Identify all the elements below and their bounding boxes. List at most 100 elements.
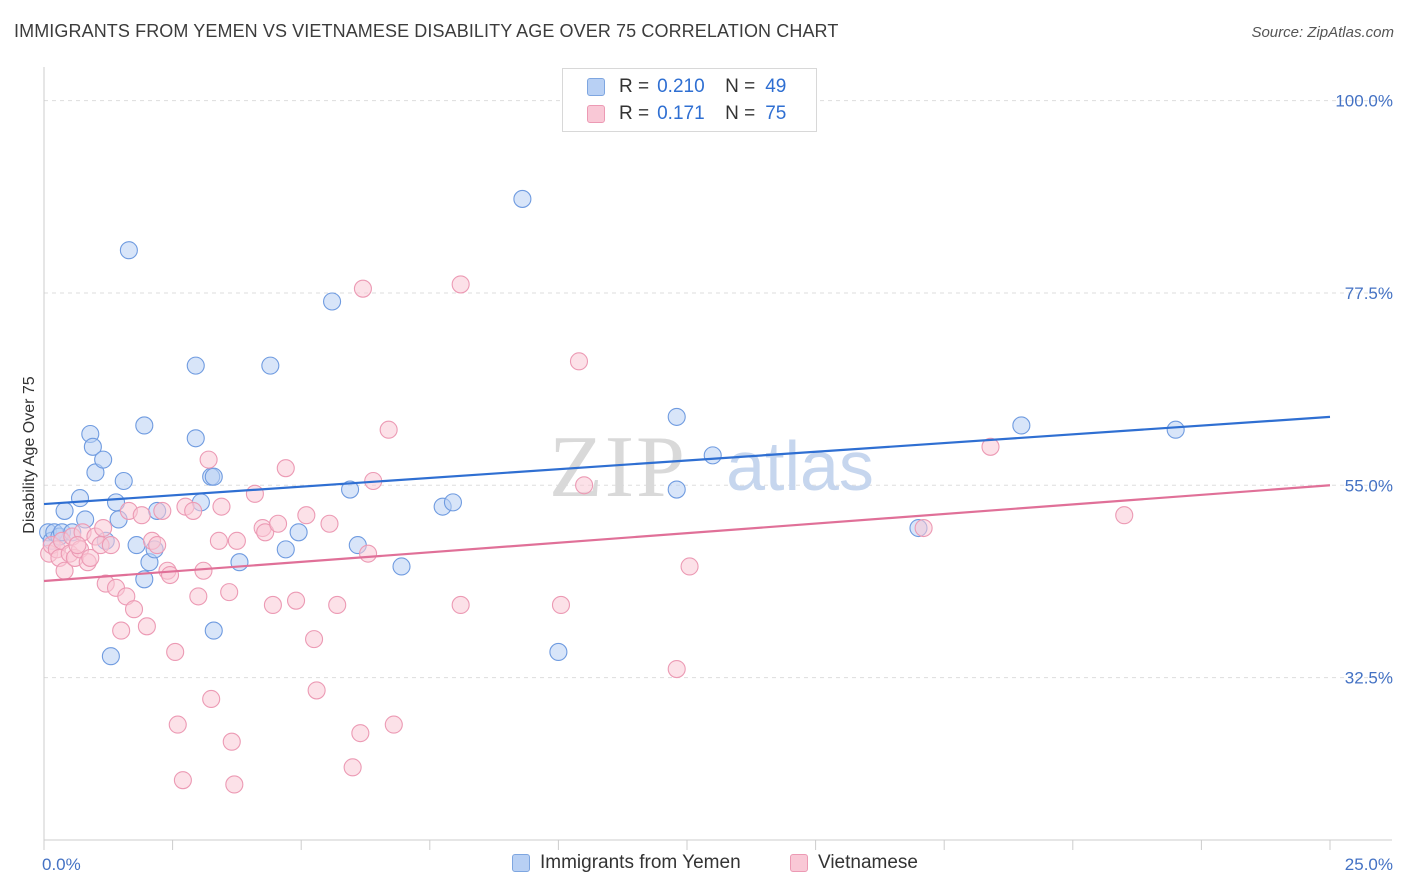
data-point-vietnamese [287,591,306,610]
data-point-vietnamese [212,497,231,516]
data-point-vietnamese [680,557,699,576]
data-point-vietnamese [351,724,370,743]
data-point-vietnamese [194,561,213,580]
source-credit: Source: ZipAtlas.com [1251,24,1394,41]
series-legend: Immigrants from Yemen Vietnamese [0,852,1406,876]
data-point-vietnamese [551,595,571,614]
correlation-legend: R = 0.210 N = 49 R = 0.171 N = 75 [562,68,817,132]
data-point-vietnamese [1115,506,1134,525]
data-point-vietnamese [359,544,378,563]
y-tick-label: 77.5% [1345,284,1393,303]
data-point-vietnamese [184,501,203,520]
y-tick-label: 100.0% [1335,92,1393,111]
data-point-vietnamese [148,536,167,555]
data-point-vietnamese [112,621,131,640]
grid-layer [44,100,1392,679]
data-point-yemen [127,536,146,555]
axes-layer [43,67,1392,850]
legend-label-vietnamese: Vietnamese [818,852,918,873]
data-point-yemen [513,189,532,208]
legend-row-vietnamese: R = 0.171 N = 75 [587,101,786,127]
data-point-vietnamese [245,484,264,503]
data-point-vietnamese [343,758,362,777]
data-point-yemen [101,647,120,666]
data-point-yemen [323,292,342,311]
r-value: 0.210 [657,76,705,97]
data-point-yemen [204,621,223,640]
data-point-vietnamese [222,732,241,751]
data-point-yemen [119,241,138,260]
data-point-vietnamese [189,587,208,606]
y-tick-label: 55.0% [1345,476,1393,495]
data-point-yemen [703,446,722,465]
data-point-vietnamese [160,565,180,585]
data-point-yemen [667,480,686,499]
data-point-yemen [261,356,280,375]
data-point-vietnamese [269,514,288,533]
x-tick-label: 25.0% [1345,855,1393,874]
data-point-yemen [83,437,102,456]
data-point-vietnamese [137,617,156,636]
data-point-vietnamese [209,531,228,550]
trend-layer [43,415,1331,583]
data-point-yemen [135,416,154,435]
pink-swatch-icon [587,105,605,123]
data-point-yemen [186,429,205,448]
data-point-yemen [186,356,205,375]
data-point-vietnamese [451,275,470,294]
r-value: 0.171 [657,103,705,124]
data-point-vietnamese [305,630,324,649]
data-point-yemen [55,501,74,520]
chart-title: IMMIGRANTS FROM YEMEN VS VIETNAMESE DISA… [14,21,839,41]
data-point-yemen [341,480,360,499]
legend-item-vietnamese[interactable]: Vietnamese [790,852,918,874]
data-point-vietnamese [575,476,594,495]
blue-swatch-icon [587,78,605,96]
data-point-yemen [1012,416,1031,435]
data-point-vietnamese [276,459,295,478]
data-point-vietnamese [353,279,372,298]
data-point-vietnamese [199,450,218,469]
n-label: N = [725,103,756,124]
data-point-vietnamese [168,715,187,734]
data-point-vietnamese [225,775,244,794]
data-point-vietnamese [220,583,239,602]
data-point-yemen [204,467,223,486]
data-point-vietnamese [68,536,87,555]
r-label: R = [619,76,650,97]
n-value: 49 [765,76,787,97]
data-point-vietnamese [101,536,120,555]
pink-swatch-icon [790,854,808,872]
legend-item-yemen[interactable]: Immigrants from Yemen [512,852,741,874]
data-point-vietnamese [328,595,347,614]
data-point-yemen [94,450,113,469]
data-point-vietnamese [94,518,113,538]
data-point-yemen [392,557,411,576]
data-point-vietnamese [320,514,339,533]
trend-line-vietnamese [43,484,1331,583]
data-point-vietnamese [379,420,398,439]
data-point-vietnamese [166,642,185,662]
n-value: 75 [765,103,787,124]
data-point-vietnamese [263,595,282,614]
x-tick-label: 0.0% [42,855,81,874]
labels-layer: 100.0% 77.5% 55.0% 32.5% 0.0% 25.0% Disability… [21,92,1393,874]
data-point-yemen [667,407,686,426]
watermark: ZIP atlas [549,419,874,516]
data-point-yemen [1166,420,1185,439]
data-point-yemen [70,489,90,508]
data-point-vietnamese [81,548,100,567]
points-layer [39,189,1185,794]
data-point-yemen [549,642,568,662]
data-point-vietnamese [297,506,316,525]
data-point-yemen [114,471,133,491]
legend-row-yemen: R = 0.210 N = 49 [587,74,786,100]
legend-label-yemen: Immigrants from Yemen [540,852,741,873]
data-point-vietnamese [256,523,275,542]
n-label: N = [725,76,756,97]
data-point-vietnamese [307,681,326,700]
r-label: R = [619,103,650,124]
y-axis-title: Disability Age Over 75 [21,376,38,534]
data-point-vietnamese [202,689,221,709]
